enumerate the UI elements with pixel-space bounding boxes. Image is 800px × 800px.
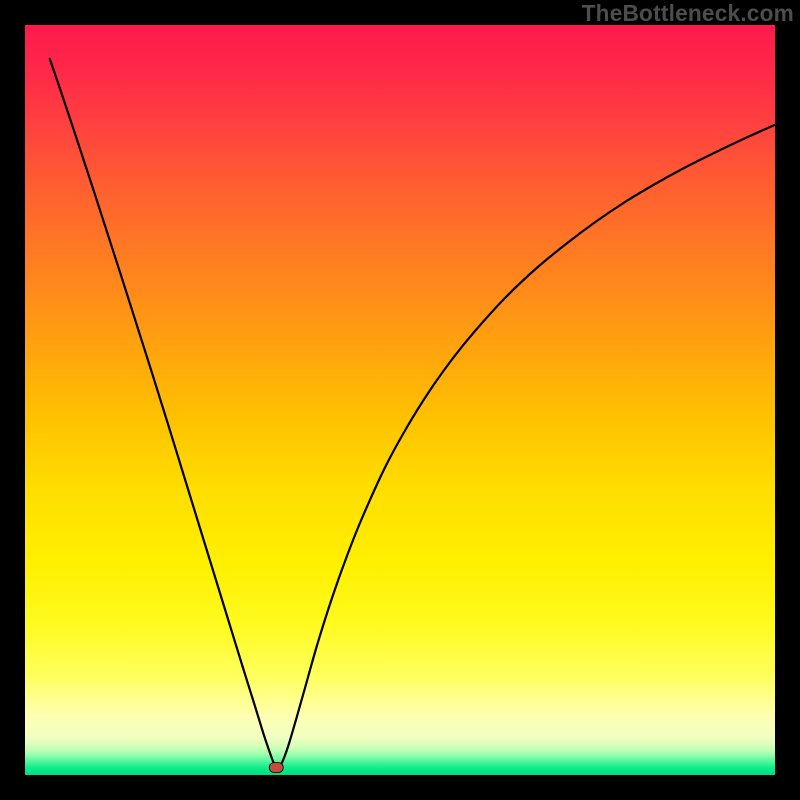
watermark-text: TheBottleneck.com	[582, 0, 794, 27]
bottleneck-curve	[50, 59, 775, 768]
chart-svg-layer	[0, 0, 800, 800]
min-marker	[269, 763, 283, 773]
bottleneck-chart: TheBottleneck.com	[0, 0, 800, 800]
